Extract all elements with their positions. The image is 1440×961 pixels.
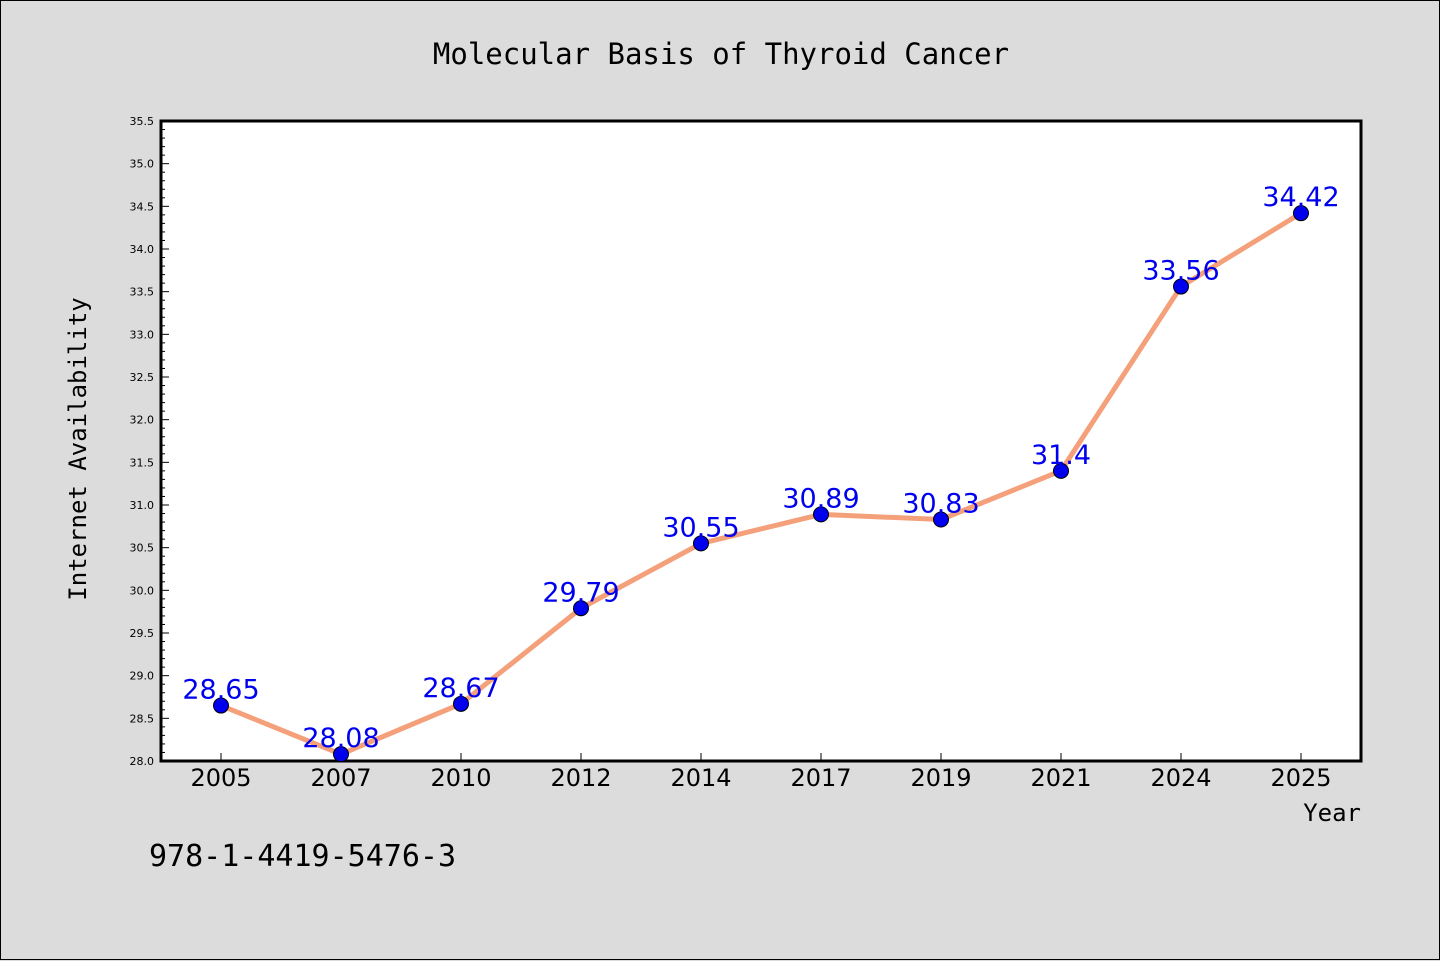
y-tick-label: 35.5 [130,115,155,128]
data-point [813,506,829,523]
y-tick-label: 35.0 [130,158,155,171]
y-tick-label: 30.0 [130,584,155,597]
data-labels: 28.65 28.08 28.67 29.79 30.55 30.89 30.83 31.4 3… [182,182,1339,754]
data-point [693,535,709,552]
data-point [1053,462,1069,479]
data-label: 30.83 [902,489,979,520]
data-points [213,205,1309,763]
data-label: 30.55 [662,512,739,543]
x-tick-label: 2007 [310,764,371,792]
data-point [453,695,469,712]
y-tick-label: 34.0 [130,243,155,256]
data-point [333,746,349,763]
data-point [1173,278,1189,295]
data-point [933,511,949,528]
y-tick-label: 28.0 [130,755,155,768]
isbn-label: 978-1-4419-5476-3 [149,839,456,874]
y-tick-label: 33.5 [130,286,155,299]
y-axis-label: Internet Availability [64,297,92,600]
data-label: 31.4 [1031,440,1091,471]
y-tick-label: 29.0 [130,670,155,683]
data-label: 33.56 [1142,256,1219,287]
data-label: 28.08 [302,723,379,754]
data-label: 30.89 [782,483,859,514]
y-tick-label: 31.5 [130,456,155,469]
data-label: 34.42 [1262,182,1339,213]
plot-area [159,119,1363,763]
series-line-group [218,210,1304,757]
data-label: 29.79 [542,577,619,608]
y-tick-label: 32.0 [130,414,155,427]
y-tick-label: 33.0 [130,328,155,341]
data-label: 28.65 [182,675,259,706]
x-tick-label: 2025 [1270,764,1331,792]
x-tick-label: 2019 [910,764,971,792]
data-point [213,697,229,714]
x-tick-label: 2010 [430,764,491,792]
chart-title: Molecular Basis of Thyroid Cancer [433,37,1009,71]
series-line [218,210,1304,757]
y-axis: 28.0 28.5 29.0 29.5 30.0 30.5 31.0 31.5 32.0 32.5… [130,115,169,768]
x-axis-label: Year [1303,799,1361,827]
data-point [1293,205,1309,222]
y-tick-label: 31.0 [130,499,155,512]
y-tick-label: 34.5 [130,200,155,213]
data-label: 28.67 [422,673,499,704]
x-tick-label: 2014 [670,764,731,792]
x-tick-label: 2005 [190,764,251,792]
data-point [573,600,589,617]
y-tick-label: 30.5 [130,542,155,555]
x-tick-label: 2024 [1150,764,1211,792]
x-tick-label: 2021 [1030,764,1091,792]
y-tick-label: 28.5 [130,712,155,725]
x-tick-label: 2012 [550,764,611,792]
x-axis: 2005 2007 2010 2012 2014 2017 2019 2021 2024 2025 [190,753,1332,792]
x-tick-label: 2017 [790,764,851,792]
y-tick-label: 32.5 [130,371,155,384]
y-tick-label: 29.5 [130,627,155,640]
